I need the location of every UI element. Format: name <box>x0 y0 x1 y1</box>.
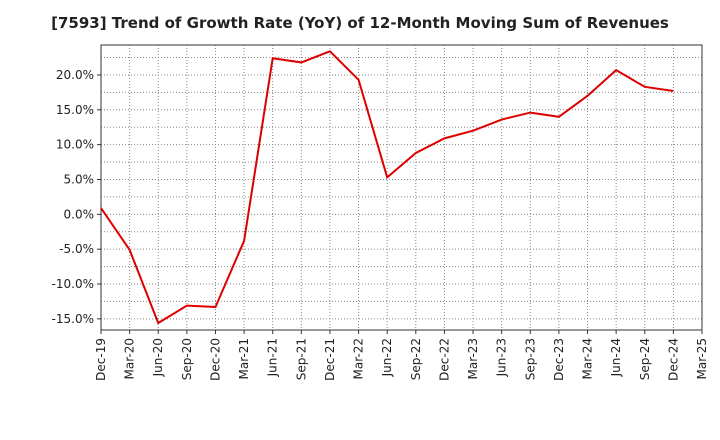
x-tick-label: Mar-21 <box>237 338 251 379</box>
x-tick-label: Sep-23 <box>523 338 537 380</box>
chart-title: [7593] Trend of Growth Rate (YoY) of 12-… <box>51 14 669 32</box>
y-axis-ticks: 20.0% 15.0% 10.0% 5.0% 0.0% -5.0% -10.0% -15.0% <box>52 68 101 326</box>
y-tick-label: -5.0% <box>59 242 94 256</box>
grid-layer <box>101 45 702 330</box>
y-tick-label: 0.0% <box>64 207 95 221</box>
x-tick-label: Sep-21 <box>294 338 308 380</box>
x-axis-ticks: Dec-19 Mar-20 Jun-20 Sep-20 Dec-20 Mar-21 Jun-… <box>94 330 709 381</box>
x-tick-label: Dec-21 <box>323 338 337 381</box>
x-tick-label: Mar-23 <box>466 338 480 379</box>
y-tick-label: 20.0% <box>56 68 94 82</box>
x-tick-label: Sep-24 <box>638 338 652 380</box>
y-tick-label: 15.0% <box>56 103 94 117</box>
y-tick-label: -15.0% <box>52 312 94 326</box>
x-tick-label: Mar-20 <box>123 338 137 379</box>
y-tick-label: 10.0% <box>56 138 94 152</box>
plot-frame <box>100 44 703 331</box>
series-layer <box>100 50 674 325</box>
x-tick-label: Jun-22 <box>380 338 394 377</box>
x-tick-label: Mar-25 <box>695 338 709 379</box>
x-tick-label: Dec-19 <box>94 338 108 381</box>
x-tick-label: Mar-24 <box>581 338 595 379</box>
plot-border <box>100 44 703 331</box>
x-tick-label: Dec-23 <box>552 338 566 381</box>
x-tick-label: Mar-22 <box>352 338 366 379</box>
x-tick-label: Dec-22 <box>437 338 451 381</box>
x-tick-label: Jun-20 <box>151 338 165 377</box>
y-tick-label: -10.0% <box>52 277 94 291</box>
x-tick-label: Sep-22 <box>409 338 423 380</box>
x-tick-label: Dec-20 <box>208 338 222 381</box>
x-tick-label: Jun-24 <box>609 338 623 377</box>
x-tick-label: Jun-23 <box>495 338 509 377</box>
x-tick-label: Jun-21 <box>266 338 280 377</box>
x-tick-label: Sep-20 <box>180 338 194 380</box>
x-tick-label: Dec-24 <box>666 338 680 381</box>
y-tick-label: 5.0% <box>64 172 95 186</box>
